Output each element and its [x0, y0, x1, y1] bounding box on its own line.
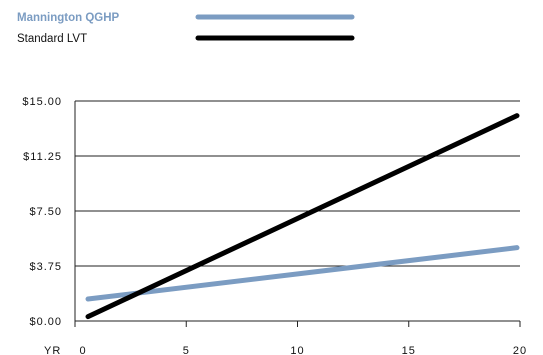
- x-tick-label-0: 0: [79, 345, 86, 355]
- legend-label-1: Standard LVT: [17, 33, 87, 45]
- series-lines: [85, 113, 520, 320]
- y-tick-label-4: $15.00: [22, 96, 62, 108]
- x-tick-label-1: 5: [183, 345, 190, 355]
- series-line-0: [85, 245, 520, 302]
- x-tick-label-4: 20: [513, 345, 527, 355]
- series-line-1: [85, 113, 520, 320]
- x-tick-label-2: 10: [290, 345, 304, 355]
- y-tick-label-2: $7.50: [29, 206, 62, 218]
- y-tick-label-3: $11.25: [23, 151, 62, 163]
- y-axis: $0.00 $3.75 $7.50 $11.25 $15.00: [22, 96, 76, 328]
- y-tick-label-1: $3.75: [29, 261, 62, 273]
- y-tick-label-0: $0.00: [29, 316, 62, 328]
- x-axis-label: YR: [44, 345, 61, 355]
- legend-label-0: Mannington QGHP: [17, 12, 120, 24]
- x-tick-label-3: 15: [402, 345, 416, 355]
- grid: [75, 100, 520, 322]
- x-axis: YR 0 5 10 15 20: [44, 321, 527, 355]
- legend: Mannington QGHP Standard LVT: [17, 12, 355, 45]
